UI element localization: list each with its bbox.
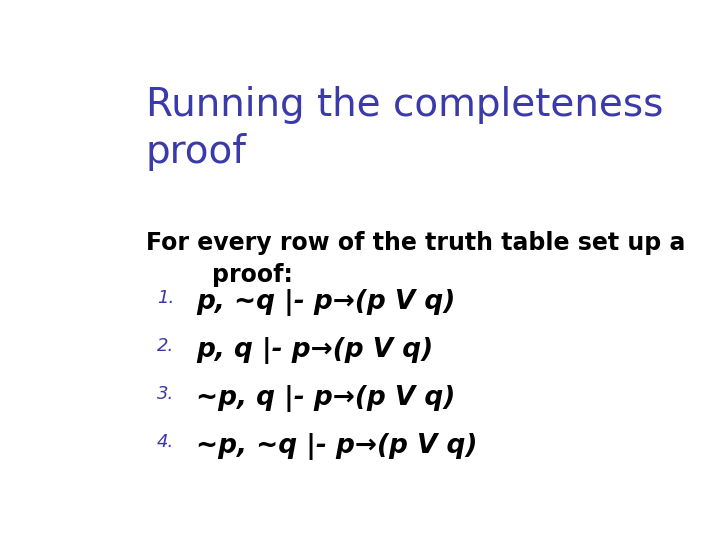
Text: ~p, q |- p→(p V q): ~p, q |- p→(p V q) (196, 385, 455, 412)
Text: For every row of the truth table set up a
        proof:: For every row of the truth table set up … (145, 231, 685, 287)
Text: 2.: 2. (157, 337, 174, 355)
Text: p, ~q |- p→(p V q): p, ~q |- p→(p V q) (196, 289, 455, 316)
Text: 3.: 3. (157, 385, 174, 403)
Text: ~p, ~q |- p→(p V q): ~p, ~q |- p→(p V q) (196, 433, 477, 460)
Text: 1.: 1. (157, 289, 174, 307)
Text: p, q |- p→(p V q): p, q |- p→(p V q) (196, 337, 433, 364)
Text: 4.: 4. (157, 433, 174, 451)
Text: Running the completeness
proof: Running the completeness proof (145, 85, 663, 171)
